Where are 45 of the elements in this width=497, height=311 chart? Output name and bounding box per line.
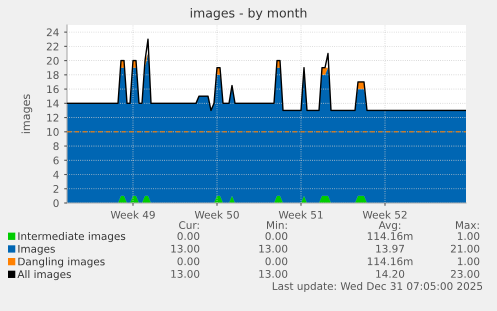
text: 13.97 bbox=[376, 244, 404, 253]
y-tick-label: 2 bbox=[53, 184, 58, 193]
y-tick-label: 20 bbox=[46, 56, 59, 65]
y-tick-label: 12 bbox=[47, 114, 58, 122]
y-tick-label: 8 bbox=[53, 142, 59, 150]
x-tick-label: Week 50 bbox=[194, 210, 239, 219]
legend-label: Intermediate images bbox=[18, 232, 126, 242]
legend-label: Dangling images bbox=[18, 257, 105, 268]
text: 114.16m bbox=[368, 232, 412, 240]
x-tick-label: Week 49 bbox=[110, 210, 155, 219]
y-tick-label: 6 bbox=[53, 156, 59, 164]
text: Min: bbox=[267, 220, 287, 229]
text: Last update: Wed Dec 31 07:05:00 2025 bbox=[272, 282, 482, 292]
y-tick-label: 14 bbox=[47, 100, 59, 108]
text: 0.00 bbox=[177, 257, 200, 266]
y-tick-label: 0 bbox=[53, 199, 59, 208]
text: 13.00 bbox=[259, 244, 288, 253]
text: 1.00 bbox=[458, 232, 480, 240]
text: 0.00 bbox=[265, 257, 288, 266]
text: 13.00 bbox=[171, 270, 200, 278]
y-axis-title: images bbox=[21, 94, 32, 134]
text: 114.16m bbox=[368, 257, 412, 266]
text: Avg: bbox=[378, 221, 400, 232]
x-tick-label: Week 51 bbox=[278, 210, 323, 219]
x-tick-label: Week 52 bbox=[362, 210, 407, 219]
y-tick-label: 22 bbox=[46, 42, 58, 50]
legend-label: All images bbox=[17, 270, 71, 280]
line-series bbox=[67, 38, 466, 112]
text: 14.20 bbox=[376, 270, 404, 278]
text: 21.00 bbox=[450, 244, 480, 253]
y-tick-label: 16 bbox=[47, 85, 59, 94]
text: 0.00 bbox=[177, 232, 200, 240]
chart-title: images - by month bbox=[190, 8, 306, 20]
text: Cur: bbox=[179, 221, 199, 230]
text: Max: bbox=[456, 221, 479, 230]
y-tick-label: 18 bbox=[47, 71, 59, 79]
y-tick-label: 4 bbox=[53, 170, 59, 178]
legend-label: Images bbox=[18, 245, 55, 255]
y-tick-label: 24 bbox=[46, 28, 59, 36]
text: 23.00 bbox=[450, 270, 480, 278]
y-tick-label: 10 bbox=[47, 128, 59, 136]
text: 13.00 bbox=[171, 244, 200, 253]
text: 0.00 bbox=[265, 232, 288, 240]
text: 13.00 bbox=[259, 270, 288, 278]
text: 1.00 bbox=[458, 257, 480, 266]
